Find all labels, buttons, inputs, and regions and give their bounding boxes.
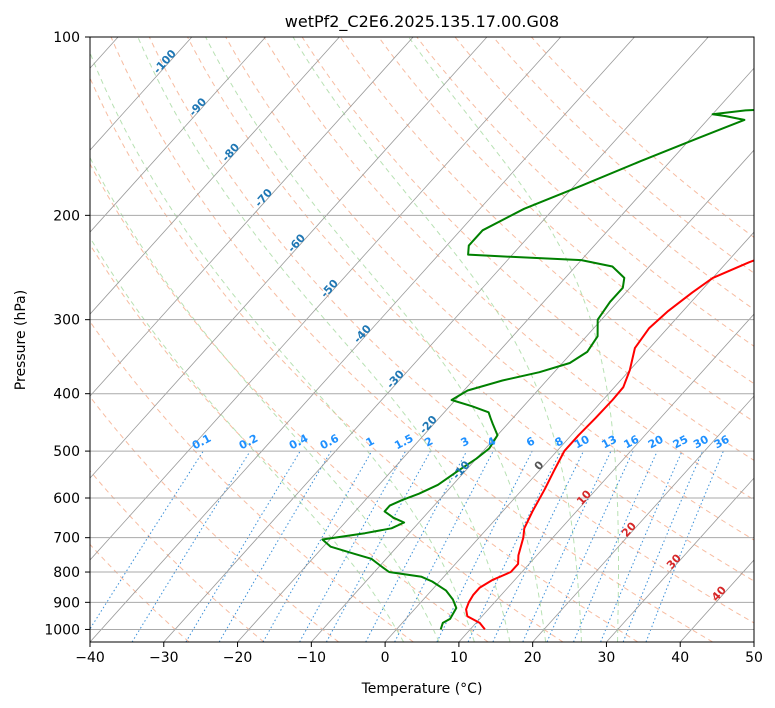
- isotherm-line: [606, 477, 754, 642]
- mixing-ratio-line: [325, 450, 431, 642]
- isotherm-line: [237, 67, 754, 642]
- mixing-ratio-label: 16: [622, 433, 642, 452]
- y-tick-label: 800: [53, 565, 80, 581]
- x-tick-label: −30: [149, 650, 179, 666]
- isotherm-line: [311, 149, 754, 642]
- x-tick-label: −40: [75, 650, 105, 666]
- dry-adiabat: [263, 37, 754, 501]
- mixing-ratio-label: 30: [691, 433, 711, 452]
- mixing-ratio-label: 20: [646, 433, 666, 452]
- moist-adiabat: [205, 37, 547, 642]
- isotherm-line: [532, 395, 754, 642]
- mixing-ratio-line: [573, 450, 658, 642]
- isotherm-line: [90, 37, 488, 479]
- moist-adiabat: [90, 156, 440, 642]
- y-tick-label: 100: [53, 30, 80, 46]
- x-tick-label: 10: [450, 650, 468, 666]
- x-axis-title: Temperature (°C): [361, 681, 483, 697]
- y-tick-label: 500: [53, 444, 80, 460]
- mixing-ratio-line: [436, 450, 533, 642]
- mixing-ratio-label: 25: [671, 433, 691, 452]
- dry-adiabat: [416, 37, 754, 347]
- y-tick-label: 300: [53, 313, 80, 329]
- moist-adiabat: [408, 37, 619, 642]
- dewpoint-profile: [321, 109, 754, 630]
- dry-adiabat: [378, 37, 754, 385]
- chart-title: wetPf2_C2E6.2025.135.17.00.G08: [285, 12, 559, 32]
- mixing-ratio-label: 10: [572, 433, 592, 452]
- isotherm-line: [90, 37, 266, 233]
- x-tick-label: 30: [598, 650, 616, 666]
- plot-frame: [89, 36, 755, 643]
- y-tick-label: 600: [53, 491, 80, 507]
- y-tick-label: 900: [53, 595, 80, 611]
- isotherm-line: [90, 37, 635, 642]
- isotherm-line: [163, 37, 709, 642]
- dry-adiabat: [492, 37, 754, 274]
- moist-adiabat: [292, 37, 582, 642]
- isotherm-line: [90, 37, 193, 151]
- moist-adiabat: [90, 236, 405, 642]
- mixing-ratio-label: 36: [712, 433, 732, 452]
- moist-adiabat: [137, 37, 511, 642]
- x-tick-label: −20: [223, 650, 253, 666]
- isotherm-line: [384, 231, 754, 642]
- dry-adiabat: [90, 320, 414, 642]
- isotherm-line: [90, 37, 414, 397]
- x-tick-label: 40: [671, 650, 689, 666]
- x-tick-label: 20: [524, 650, 542, 666]
- mixing-ratio-line: [645, 450, 724, 642]
- dry-adiabat: [90, 76, 639, 642]
- dry-adiabat: [339, 37, 754, 423]
- dry-adiabat: [187, 37, 754, 582]
- mixing-ratio-line: [365, 450, 468, 642]
- isotherm-line: [753, 641, 754, 642]
- mixing-ratio-line: [90, 450, 204, 630]
- x-tick-label: 0: [381, 650, 390, 666]
- dry-adiabat: [90, 162, 564, 642]
- y-tick-label: 1000: [44, 622, 80, 638]
- y-axis-title: Pressure (hPa): [13, 290, 29, 390]
- isotherm-line: [90, 37, 562, 561]
- mixing-ratio-label: 13: [599, 433, 619, 452]
- moist-adiabat: [90, 51, 475, 642]
- x-tick-label: 50: [745, 650, 763, 666]
- y-tick-label: 400: [53, 387, 80, 403]
- dry-adiabat: [225, 37, 754, 541]
- mixing-ratio-line: [622, 450, 704, 642]
- isotherm-line: [458, 313, 754, 642]
- y-tick-label: 700: [53, 531, 80, 547]
- dry-adiabat: [90, 395, 339, 642]
- isotherm-line: [90, 37, 340, 315]
- mixing-ratio-line: [600, 450, 683, 642]
- plot-background: [90, 37, 754, 642]
- y-tick-label: 200: [53, 208, 80, 224]
- dry-adiabat: [90, 243, 489, 642]
- dry-adiabat: [454, 37, 754, 311]
- mixing-ratio-line: [299, 450, 407, 642]
- mixing-ratio-line: [546, 450, 634, 642]
- temperature-profile: [465, 259, 754, 631]
- dry-adiabat: [148, 37, 754, 624]
- x-tick-label: −10: [297, 650, 327, 666]
